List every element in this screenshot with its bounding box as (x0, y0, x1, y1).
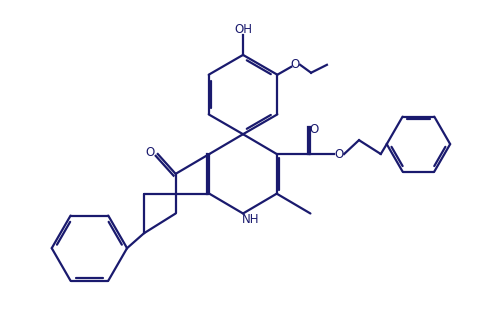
Text: OH: OH (234, 23, 252, 36)
Text: O: O (310, 123, 319, 136)
Text: O: O (291, 58, 300, 71)
Text: O: O (145, 145, 155, 158)
Text: O: O (334, 148, 344, 160)
Text: NH: NH (242, 213, 260, 226)
